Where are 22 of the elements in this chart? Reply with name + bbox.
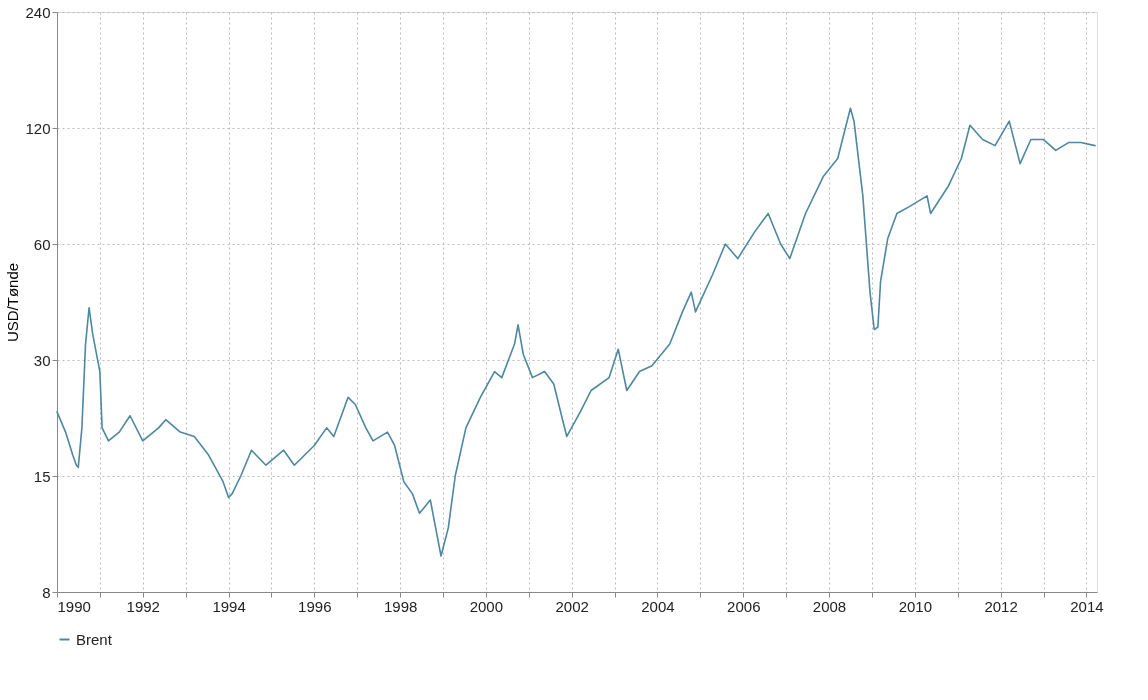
x-tick-label: 1990 <box>57 597 91 615</box>
x-tick-label: 1996 <box>298 597 332 615</box>
y-tick-label: 30 <box>33 351 51 369</box>
y-tick-label: 240 <box>25 3 51 21</box>
x-tick-label: 2012 <box>984 597 1018 615</box>
x-tick-label: 2014 <box>1070 597 1104 615</box>
y-tick-label: 120 <box>25 119 51 137</box>
y-tick-label: 60 <box>33 235 51 253</box>
x-tick-label: 2002 <box>555 597 589 615</box>
x-tick-label: 1994 <box>212 597 246 615</box>
y-tick-label: 8 <box>42 583 51 601</box>
x-tick-label: 2004 <box>641 597 675 615</box>
y-tick-label: 15 <box>33 467 51 485</box>
x-tick-label: 2008 <box>812 597 847 615</box>
x-tick-label: 1998 <box>383 597 418 615</box>
y-axis-title: USD/Tønde <box>4 262 22 343</box>
legend-label: Brent <box>76 630 113 648</box>
line-series <box>56 107 1096 557</box>
x-tick-label: 1992 <box>126 597 160 615</box>
x-tick-label: 2010 <box>898 597 933 615</box>
x-tick-label: 2000 <box>469 597 504 615</box>
x-tick-label: 2006 <box>727 597 761 615</box>
